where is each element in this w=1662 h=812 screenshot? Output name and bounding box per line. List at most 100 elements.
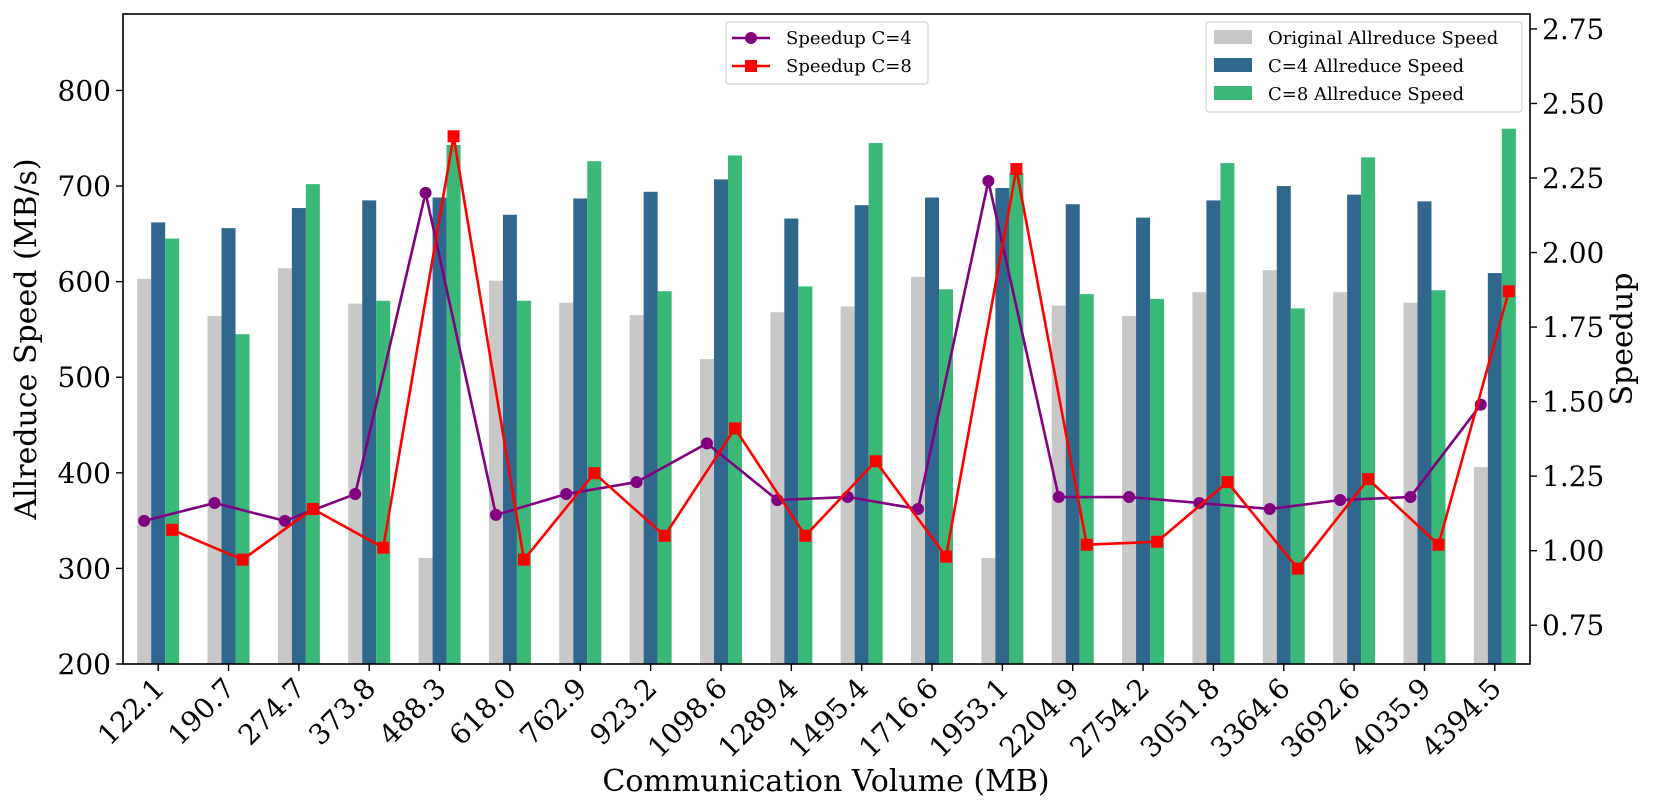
bar-layer [137,128,1516,665]
right-tick-label-1: 1.00 [1542,535,1604,568]
bar-c8-762.9 [587,161,602,665]
bar-original-3692.6 [1333,292,1348,664]
bar-original-3051.8 [1192,292,1207,664]
bar-original-1953.1 [981,557,996,664]
left-y-axis-title: Allreduce Speed (MB/s) [9,158,44,520]
left-tick-label-600: 600 [58,266,111,299]
bar-c4-1098.6 [713,179,728,664]
speedup-c8-line [171,134,1511,570]
speedup-c8-point-1289.4 [799,529,812,542]
speedup-c4-point-3364.6 [1263,502,1276,515]
bar-c4-2204.9 [1065,204,1080,664]
bar-c8-4394.5 [1501,128,1516,665]
bar-c8-3692.6 [1361,157,1376,664]
bar-c4-1953.1 [995,187,1010,664]
bar-c8-2204.9 [1079,294,1094,664]
speedup-c4-point-2754.2 [1123,491,1136,504]
bar-c4-3364.6 [1276,186,1291,664]
bar-c8-488.3 [446,144,461,665]
speedup-c8-point-3051.8 [1221,476,1234,489]
bar-original-4394.5 [1473,467,1488,664]
right-tick-label-0.75: 0.75 [1542,609,1604,642]
bar-c8-2754.2 [1150,298,1165,664]
legend-c8-swatch [1214,86,1252,100]
left-tick-label-500: 500 [58,361,111,394]
right-tick-label-2: 2.00 [1542,237,1604,270]
legend-speedup-frame [725,21,929,85]
speedup-c8-point-3692.6 [1362,473,1375,486]
bar-c4-2754.2 [1136,217,1151,664]
bar-c4-488.3 [432,197,447,664]
bar-c4-4394.5 [1487,273,1502,664]
bar-original-923.2 [629,315,644,664]
speedup-c4-point-4035.9 [1404,491,1417,504]
bar-c8-3051.8 [1220,163,1235,664]
bar-c8-1716.6 [939,289,954,664]
speedup-c8-point-1495.4 [869,455,882,468]
left-tick-label-400: 400 [58,457,111,490]
x-tick-label-618.0: 618.0 [443,672,523,752]
legend-original-swatch [1214,30,1252,44]
speedup-c4-line [143,179,1482,523]
legend-bars-frame [1205,21,1523,113]
bar-original-274.7 [277,268,292,664]
speedup-c4-point-1098.6 [700,437,713,450]
bar-original-1289.4 [770,312,785,664]
bar-original-2204.9 [1051,305,1066,664]
bar-c4-1716.6 [925,197,940,664]
bar-c8-1495.4 [868,143,883,664]
bar-original-190.7 [207,316,222,664]
speedup-c8-point-2754.2 [1151,535,1164,548]
speedup-c4-point-762.9 [560,488,573,501]
x-tick-label-190.7: 190.7 [161,672,241,752]
x-tick-label-274.7: 274.7 [232,672,312,752]
bar-c4-274.7 [291,208,306,664]
speedup-c4-point-122.1 [138,514,151,527]
right-tick-label-2.5: 2.50 [1542,87,1604,120]
bar-c4-4035.9 [1417,201,1432,664]
bar-original-1495.4 [840,306,855,664]
bar-original-2754.2 [1122,316,1137,664]
speedup-c8-point-122.1 [166,523,179,536]
right-tick-label-2.75: 2.75 [1542,13,1604,46]
right-y-axis-title: Speedup [1605,273,1640,406]
speedup-c8-point-190.7 [236,553,249,566]
bar-c4-923.2 [643,191,658,664]
x-tick-label-762.9: 762.9 [513,672,593,752]
legend-bars: Original Allreduce Speed C=4 Allreduce S… [1205,21,1523,113]
bar-c8-618.0 [516,300,531,664]
right-tick-label-1.5: 1.50 [1542,386,1604,419]
speedup-c8-point-274.7 [306,502,319,515]
x-tick-label-122.1: 122.1 [91,672,171,752]
speedup-c8-point-4394.5 [1502,285,1515,298]
bar-c8-923.2 [657,291,672,664]
right-tick-label-1.75: 1.75 [1542,311,1604,344]
right-tick-label-2.25: 2.25 [1542,162,1604,195]
x-tick-label-4394.5: 4394.5 [1415,672,1508,765]
speedup-c8-point-3364.6 [1291,562,1304,575]
speedup-c4-point-3692.6 [1334,494,1347,507]
speedup-c8-point-4035.9 [1432,538,1445,551]
bar-c4-190.7 [221,228,236,664]
speedup-c4-point-274.7 [278,514,291,527]
speedup-c4-point-2204.9 [1052,491,1065,504]
speedup-c8-point-1716.6 [940,550,953,563]
bar-original-3364.6 [1262,270,1277,664]
bar-original-762.9 [559,302,574,664]
speedup-c8-point-1098.6 [728,422,741,435]
bar-original-618.0 [488,280,503,664]
left-tick-label-200: 200 [58,648,111,681]
bar-c8-1098.6 [727,155,742,664]
bar-original-373.8 [348,303,363,664]
bar-original-1098.6 [699,359,714,664]
right-tick-label-1.25: 1.25 [1542,460,1604,493]
bar-c8-1289.4 [798,286,813,664]
plot-frame [122,13,1531,665]
speedup-c8-point-762.9 [588,467,601,480]
speedup-c4-point-1953.1 [982,174,995,187]
legend-c4-swatch [1214,58,1252,72]
legend-c4-marker [745,32,757,44]
speedup-c8-point-923.2 [658,529,671,542]
bar-c4-762.9 [573,198,588,664]
